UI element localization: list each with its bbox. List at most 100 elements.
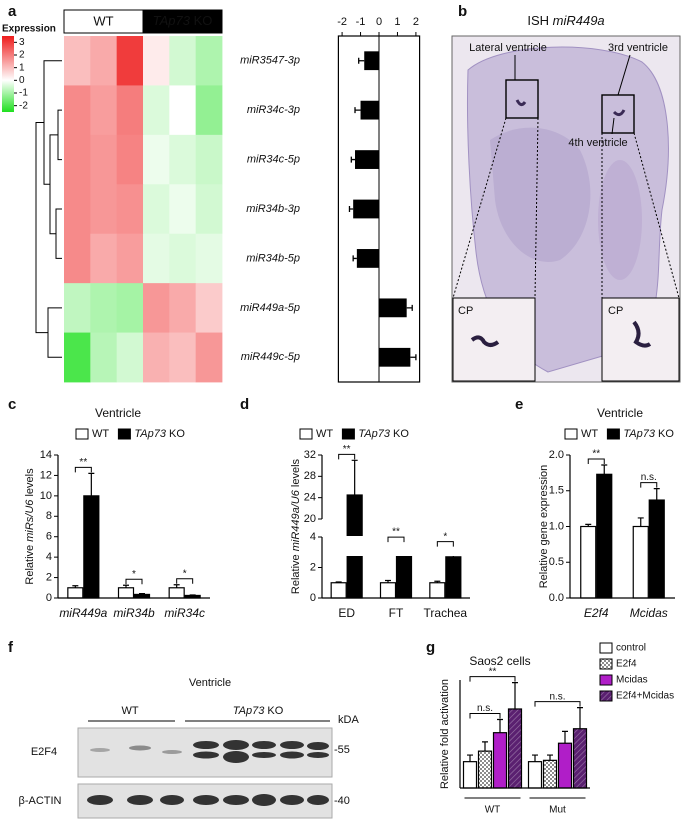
bar [648, 499, 665, 599]
error-bar [410, 354, 417, 361]
error-bar [653, 488, 660, 501]
bar [395, 548, 413, 599]
bar [477, 750, 493, 789]
heatmap-cell [143, 184, 170, 235]
heatmap-cell [90, 233, 118, 284]
bar [364, 51, 379, 71]
significance-bracket [74, 466, 92, 473]
heatmap-cell [64, 332, 91, 383]
significance-bracket [640, 482, 658, 488]
blot-marker: -55 [334, 744, 350, 756]
blot-title: Ventricle [189, 677, 231, 689]
heatmap-cell [195, 332, 223, 383]
heatmap-cell [195, 36, 223, 86]
error-bar [637, 517, 644, 527]
y-tick-label: 0.5 [549, 556, 564, 568]
blot-row-label: β-ACTIN [19, 795, 62, 807]
y-axis-label: Relative fold activation [439, 679, 451, 789]
heatmap-cell [143, 134, 170, 185]
x-tick-label: 1 [394, 16, 400, 28]
y-tick-label: 2.0 [549, 449, 564, 461]
heatmap-cell [143, 36, 170, 86]
colorbar-tick-label: 2 [19, 50, 25, 61]
y-tick-label: 4 [310, 531, 316, 543]
y-tick-label: 1.0 [549, 520, 564, 532]
y-tick-label: 1.5 [549, 485, 564, 497]
blot-panel: f Ventricle WT TAp73 KO kDA E2F4 -55 β-A… [8, 639, 359, 819]
error-bar [562, 730, 568, 744]
error-bar [547, 754, 553, 761]
error-bar [88, 472, 95, 496]
x-tick-label: -1 [356, 16, 366, 28]
heatmap-cell [195, 233, 223, 284]
x-tick-label: WT [485, 805, 501, 816]
bar [429, 582, 446, 599]
bar [527, 761, 543, 789]
error-bar [351, 459, 358, 495]
dendrogram [35, 60, 62, 358]
bar [462, 761, 478, 789]
x-tick-label: 0 [376, 16, 382, 28]
x-tick-label: miR34b [113, 606, 155, 620]
heatmap-cell [64, 36, 91, 86]
panel-label: d [240, 396, 249, 413]
colorbar-tick-label: 0 [19, 75, 25, 86]
legend-label: WT [92, 428, 109, 440]
heatmap-cell [169, 332, 197, 383]
legend-label: TAp73 KO [623, 428, 674, 440]
heatmap-cell [116, 36, 144, 86]
legend-label: WT [581, 428, 598, 440]
row-label: miR34b-3p [246, 203, 300, 215]
heatmap-cell [64, 134, 91, 185]
heatmap-cell [90, 332, 118, 383]
significance-label: * [132, 569, 136, 580]
y-tick-label: 20 [304, 513, 316, 525]
error-bar [482, 741, 488, 752]
legend-swatch [299, 428, 313, 440]
inset [452, 297, 536, 382]
significance-bracket [469, 713, 501, 719]
colorbar [2, 36, 14, 112]
error-bar [434, 580, 441, 583]
bar [67, 587, 84, 599]
heatmap-cell [90, 85, 118, 136]
significance-label: ** [392, 527, 400, 538]
significance-label: * [183, 568, 187, 579]
error-bar [72, 585, 79, 588]
bar [330, 582, 347, 599]
error-bar [512, 682, 518, 709]
y-tick-label: 24 [304, 492, 316, 504]
significance-label: ** [489, 666, 497, 677]
error-bar [123, 584, 129, 588]
x-tick-label: miR34c [164, 606, 205, 620]
blot-unit: kDA [338, 714, 359, 726]
blot-row-label: E2F4 [31, 746, 57, 758]
significance-bracket [436, 541, 454, 547]
x-tick-label: miR449a [59, 606, 107, 620]
panel-label: g [426, 639, 435, 656]
heatmap-cell [90, 184, 118, 235]
significance-label: n.s. [549, 691, 565, 702]
legend-swatch [341, 428, 355, 440]
heatmap-cell [169, 85, 197, 136]
heatmap-cell [169, 134, 197, 185]
panel-label: e [515, 396, 523, 413]
error-bar [406, 304, 413, 311]
significance-bracket [176, 578, 194, 584]
heatmap-cell [116, 184, 144, 235]
error-bar [577, 707, 583, 729]
heatmap-cell [90, 36, 118, 86]
error-bar [348, 206, 354, 212]
heatmap-cell [116, 283, 144, 333]
legend-label: control [616, 643, 646, 654]
error-bar [385, 579, 391, 583]
row-label: miR34b-5p [246, 252, 300, 264]
bar [580, 525, 597, 599]
heatmap-cell [195, 85, 223, 136]
legend-label: TAp73 KO [358, 428, 409, 440]
error-bar [352, 255, 357, 262]
chart-title: Saos2 cells [469, 654, 530, 668]
y-axis-label: Relative miR449a/U6 levels [290, 458, 302, 594]
stain [632, 320, 652, 348]
ish-title: ISH miR449a [527, 13, 604, 28]
